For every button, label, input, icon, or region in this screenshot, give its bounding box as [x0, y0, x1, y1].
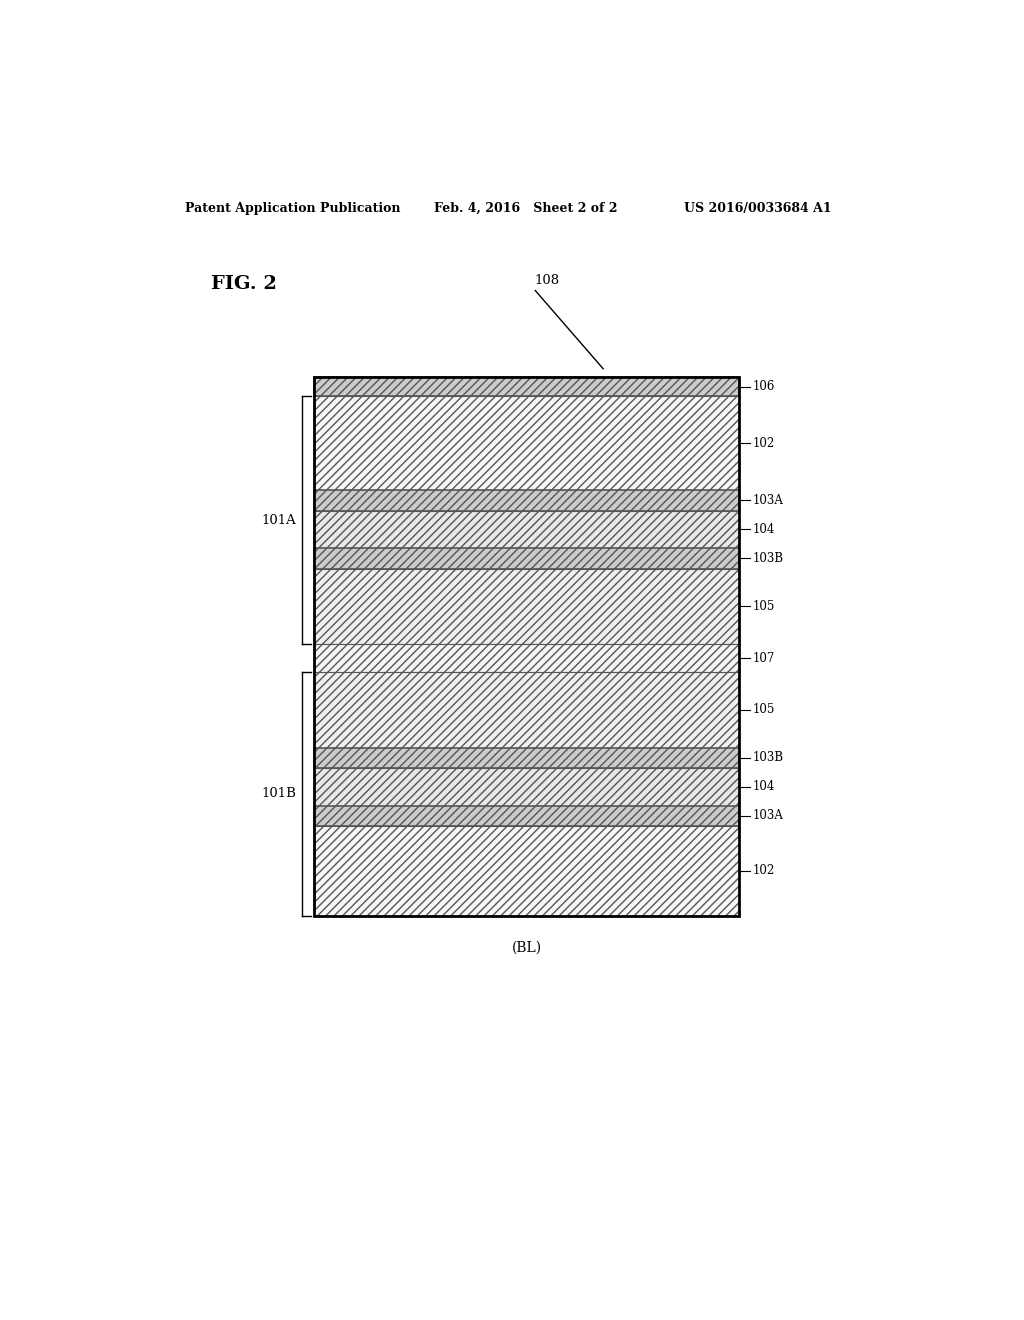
Bar	[314, 378, 739, 916]
Text: Feb. 4, 2016   Sheet 2 of 2: Feb. 4, 2016 Sheet 2 of 2	[433, 202, 617, 215]
Text: 101B: 101B	[261, 787, 296, 800]
Text: 103B: 103B	[753, 552, 783, 565]
Text: 104: 104	[753, 523, 775, 536]
Text: 105: 105	[753, 599, 775, 612]
Bar	[314, 396, 739, 490]
Text: 103B: 103B	[753, 751, 783, 764]
Text: US 2016/0033684 A1: US 2016/0033684 A1	[684, 202, 831, 215]
Text: 101A: 101A	[261, 513, 296, 527]
Bar	[314, 644, 739, 672]
Text: 105: 105	[753, 704, 775, 717]
Bar	[314, 569, 739, 644]
Text: 103A: 103A	[753, 494, 783, 507]
Bar	[314, 548, 739, 569]
Text: (BL): (BL)	[512, 941, 542, 956]
Text: FIG. 2: FIG. 2	[211, 276, 278, 293]
Bar	[314, 672, 739, 747]
Text: 103A: 103A	[753, 809, 783, 822]
Text: 106: 106	[753, 380, 775, 393]
Bar	[314, 826, 739, 916]
Text: 102: 102	[753, 865, 775, 878]
Bar	[314, 747, 739, 768]
Text: 108: 108	[535, 275, 560, 288]
Text: Patent Application Publication: Patent Application Publication	[185, 202, 400, 215]
Bar	[314, 378, 739, 396]
Bar	[314, 805, 739, 826]
Text: 107: 107	[753, 652, 775, 665]
Bar	[314, 511, 739, 548]
Bar	[314, 490, 739, 511]
Text: 104: 104	[753, 780, 775, 793]
Bar	[314, 768, 739, 805]
Text: 102: 102	[753, 437, 775, 450]
